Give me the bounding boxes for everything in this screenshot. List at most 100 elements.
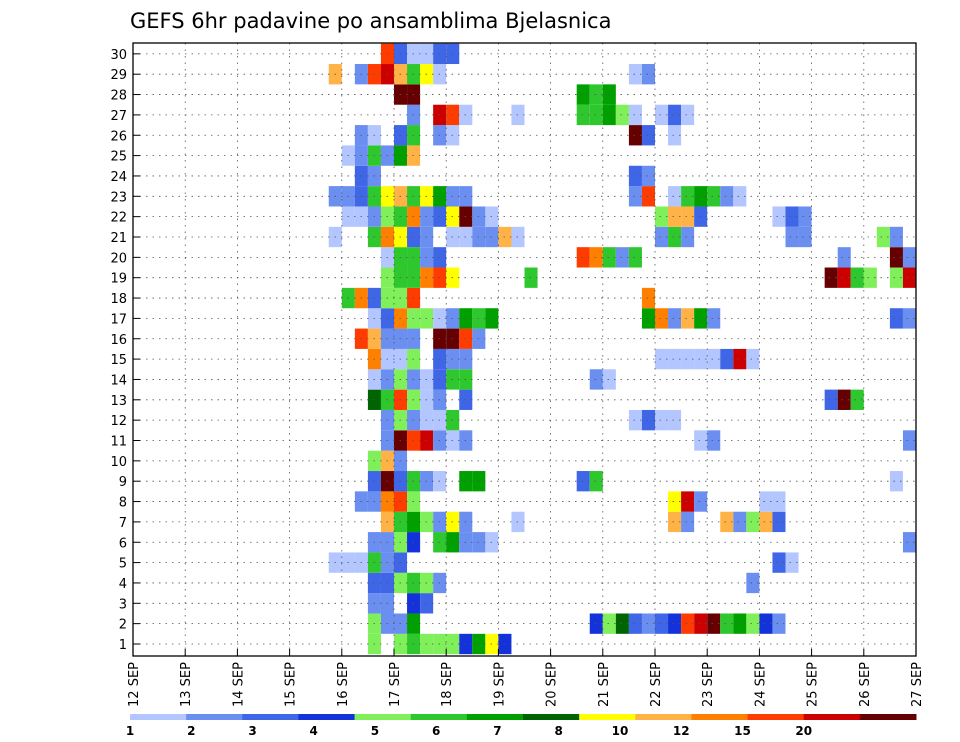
heatmap-cell	[707, 613, 721, 634]
heatmap-cell	[602, 104, 616, 126]
y-tick-label: 10	[110, 455, 127, 470]
heatmap-cell	[576, 104, 590, 126]
heatmap-cell	[707, 430, 721, 451]
y-tick-label: 27	[110, 109, 127, 124]
colorbar-label: 10	[612, 724, 629, 738]
heatmap-cell	[576, 471, 590, 492]
x-tick-label: 22 SEP	[649, 662, 664, 707]
colorbar-segment	[691, 714, 749, 720]
y-tick-label: 25	[110, 150, 127, 165]
x-tick-label: 25 SEP	[806, 662, 821, 707]
heatmap-cell	[668, 491, 682, 512]
heatmap-cell	[628, 104, 642, 126]
colorbar-segment	[803, 714, 861, 720]
colorbar: 1 2 3 4 5 6 7 8 10 12 15 20	[126, 714, 917, 738]
heatmap-cell	[772, 206, 786, 227]
grid-lines	[132, 43, 917, 656]
y-tick-label: 11	[110, 435, 127, 450]
colorbar-segment	[354, 714, 412, 720]
heatmap-cell	[589, 369, 603, 390]
heatmap-cell	[655, 104, 669, 126]
colorbar-label: 5	[371, 724, 379, 738]
colorbar-segment	[242, 714, 299, 720]
heatmap-cell	[641, 287, 655, 309]
colorbar-label: 15	[734, 724, 751, 738]
heatmap-cell	[589, 613, 603, 634]
heatmap-cell	[641, 125, 655, 146]
heatmap-cell	[641, 186, 655, 207]
heatmap-cell	[576, 247, 590, 268]
heatmap-cell	[681, 308, 695, 329]
heatmap-cell	[589, 247, 603, 268]
x-tick-label: 18 SEP	[440, 662, 455, 707]
heatmap-cell	[615, 104, 629, 126]
heatmap-cell	[602, 613, 616, 634]
heatmap-cell	[759, 511, 773, 533]
y-tick-label: 23	[110, 190, 127, 205]
heatmap-cell	[589, 104, 603, 126]
y-tick-label: 4	[119, 577, 127, 592]
colorbar-segment	[130, 714, 187, 720]
heatmap-cell	[668, 511, 682, 533]
heatmap-cell	[589, 84, 603, 105]
heatmap-cell	[707, 186, 721, 207]
heatmap-cell	[902, 532, 916, 553]
heatmap-cell	[681, 348, 695, 370]
heatmap-cell	[902, 430, 916, 451]
colorbar-label: 8	[555, 724, 563, 738]
heatmap-cell	[655, 308, 669, 329]
heatmap-cell	[902, 308, 916, 329]
colorbar-segment	[466, 714, 524, 720]
x-tick-label: 14 SEP	[231, 662, 246, 707]
heatmap-cell	[681, 511, 695, 533]
heatmap-cell	[785, 206, 799, 227]
heatmap-cell	[798, 226, 812, 248]
heatmap-cell	[615, 247, 629, 268]
y-tick-label: 24	[110, 170, 127, 185]
heatmap-cell	[589, 471, 603, 492]
x-tick-label: 13 SEP	[179, 662, 194, 707]
colorbar-label: 7	[493, 724, 501, 738]
heatmap-cell	[668, 125, 682, 146]
colorbar-label: 1	[126, 724, 134, 738]
colorbar-segment	[747, 714, 805, 720]
heatmap-cell	[641, 308, 655, 329]
x-tick-label: 23 SEP	[701, 662, 716, 707]
y-tick-label: 1	[119, 638, 127, 653]
heatmap-cell	[641, 613, 655, 634]
heatmap-cell	[746, 572, 760, 594]
heatmap-cell	[733, 511, 747, 533]
y-tick-label: 29	[110, 68, 127, 83]
heatmap-cell	[641, 64, 655, 85]
x-tick-label: 27 SEP	[910, 662, 925, 707]
colorbar-label: 6	[432, 724, 440, 738]
heatmap-cell	[615, 613, 629, 634]
y-tick-label: 28	[110, 89, 127, 104]
heatmap-cell	[733, 613, 747, 634]
y-tick-label: 13	[110, 394, 127, 409]
heatmap-cell	[720, 348, 734, 370]
heatmap-cell	[628, 409, 642, 431]
heatmap-cell	[876, 226, 890, 248]
heatmap-cell	[681, 186, 695, 207]
heatmap-cell	[772, 613, 786, 634]
heatmap-cell	[655, 206, 669, 227]
heatmap-cell	[668, 409, 682, 431]
colorbar-segment	[410, 714, 468, 720]
chart-title: GEFS 6hr padavine po ansamblima Bjelasni…	[130, 9, 611, 33]
y-tick-label: 14	[110, 373, 127, 388]
colorbar-segment	[298, 714, 356, 720]
heatmap-cell	[681, 226, 695, 248]
heatmap-cell	[668, 348, 682, 370]
y-tick-label: 8	[119, 496, 127, 511]
y-tick-label: 9	[119, 475, 127, 490]
heatmap-cell	[785, 226, 799, 248]
heatmap-cell	[759, 491, 773, 512]
heatmap-cell	[889, 226, 903, 248]
heatmap-cell	[772, 511, 786, 533]
heatmap-cells	[328, 43, 916, 655]
heatmap-cell	[576, 84, 590, 105]
heatmap-cell	[902, 267, 916, 288]
heatmap-cell	[720, 613, 734, 634]
y-tick-label: 5	[119, 557, 127, 572]
